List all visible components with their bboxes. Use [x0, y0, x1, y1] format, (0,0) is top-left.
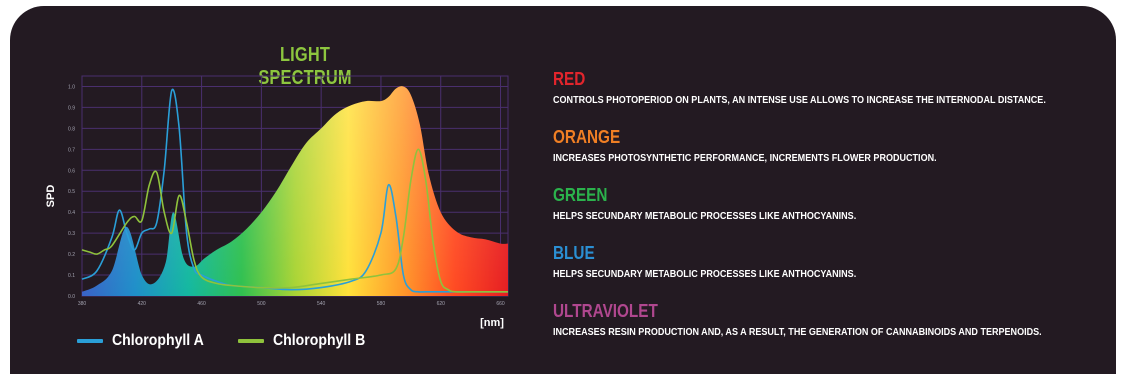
x-tick-label: 460	[197, 301, 206, 307]
color-info-list: RED CONTROLS PHOTOPERIOD ON PLANTS, AN I…	[553, 68, 1113, 358]
info-red-description: CONTROLS PHOTOPERIOD ON PLANTS, AN INTEN…	[553, 94, 1046, 106]
info-blue-description: HELPS SECUNDARY METABOLIC PROCESSES LIKE…	[553, 268, 857, 280]
x-tick-label: 420	[138, 301, 147, 307]
y-tick-label: 0.1	[68, 273, 75, 279]
info-orange-description: INCREASES PHOTOSYNTHETIC PERFORMANCE, IN…	[553, 152, 937, 164]
x-tick-label: 620	[437, 301, 446, 307]
tick-layer: 0.0 0.1 0.2 0.3 0.4 0.5 0.6 0.7 0.8 0.9 1.0 380 420 4…	[68, 84, 505, 307]
legend-item-chlorophyll-a: Chlorophyll A	[77, 332, 216, 350]
line-layer	[81, 88, 508, 293]
y-tick-label: 0.4	[68, 210, 75, 216]
y-tick-label: 0.3	[68, 231, 75, 237]
chart-title: LIGHT SPECTRUM	[258, 44, 352, 89]
info-red: RED CONTROLS PHOTOPERIOD ON PLANTS, AN I…	[553, 68, 1113, 126]
info-green: GREEN HELPS SECUNDARY METABOLIC PROCESSE…	[553, 184, 1113, 242]
legend-label-chlorophyll-a: Chlorophyll A	[112, 332, 204, 349]
legend-swatch-chlorophyll-b	[238, 339, 265, 343]
y-tick-label: 0.5	[68, 189, 75, 195]
y-tick-label: 0.8	[68, 126, 75, 132]
spectrum-panel: LIGHT SPECTRUM 0.0 0.1 0.2 0.3 0.4 0.5 0.6 0.7 0…	[10, 6, 1116, 374]
y-tick-label: 0.9	[68, 105, 75, 111]
info-green-description: HELPS SECUNDARY METABOLIC PROCESSES LIKE…	[553, 210, 857, 222]
y-tick-label: 1.0	[68, 84, 75, 90]
x-tick-label: 580	[377, 301, 386, 307]
y-tick-label: 0.7	[68, 147, 75, 153]
x-tick-label: 380	[78, 301, 87, 307]
x-tick-label: 500	[257, 301, 266, 307]
info-blue-title: BLUE	[553, 243, 595, 263]
legend: Chlorophyll A Chlorophyll B	[77, 332, 378, 350]
y-tick-label: 0.6	[68, 168, 75, 174]
chlorophyll-a-line	[81, 88, 508, 293]
area-layer	[82, 86, 508, 296]
legend-swatch-chlorophyll-a	[77, 339, 103, 343]
info-orange-title: ORANGE	[553, 127, 621, 147]
x-axis-label: [nm]	[480, 317, 504, 329]
spectrum-chart: 0.0 0.1 0.2 0.3 0.4 0.5 0.6 0.7 0.8 0.9 1.0 380 420 4…	[45, 75, 509, 329]
chlorophyll-b-line	[81, 148, 508, 293]
info-ultraviolet-description: INCREASES RESIN PRODUCTION AND, AS A RES…	[553, 326, 1042, 338]
info-blue: BLUE HELPS SECUNDARY METABOLIC PROCESSES…	[553, 242, 1113, 300]
legend-label-chlorophyll-b: Chlorophyll B	[273, 332, 366, 349]
x-tick-label: 660	[496, 301, 505, 307]
spectrum-area-highlight	[82, 86, 508, 296]
legend-item-chlorophyll-b: Chlorophyll B	[238, 332, 378, 350]
info-red-title: RED	[553, 69, 586, 89]
y-tick-label: 0.2	[68, 252, 75, 258]
info-ultraviolet: ULTRAVIOLET INCREASES RESIN PRODUCTION A…	[553, 300, 1113, 358]
info-orange: ORANGE INCREASES PHOTOSYNTHETIC PERFORMA…	[553, 126, 1113, 184]
y-axis-label: SPD	[45, 185, 57, 208]
info-ultraviolet-title: ULTRAVIOLET	[553, 301, 658, 321]
info-green-title: GREEN	[553, 185, 608, 205]
y-tick-label: 0.0	[68, 294, 75, 300]
x-tick-label: 540	[317, 301, 326, 307]
